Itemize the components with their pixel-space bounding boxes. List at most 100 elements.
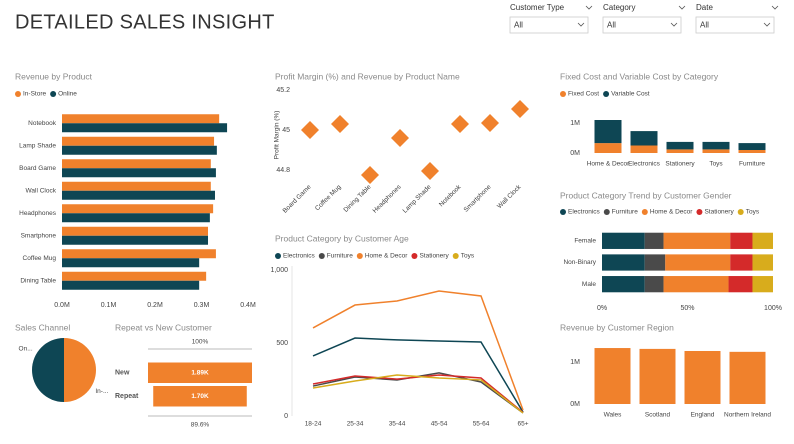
bar	[738, 150, 766, 153]
x-tick-label: 0.3M	[194, 302, 210, 309]
legend-label: Furniture	[327, 253, 353, 260]
legend-label: Home & Decor	[365, 253, 408, 260]
value-label: 1.70K	[191, 393, 209, 400]
legend-swatch	[603, 209, 610, 215]
bar	[62, 114, 220, 124]
bar	[62, 145, 217, 155]
y-tick-label: 1M	[570, 120, 580, 127]
dashboard-title: DETAILED SALES INSIGHT	[15, 11, 275, 33]
bar	[602, 232, 645, 249]
bar	[594, 348, 631, 404]
filter-chevron	[763, 22, 771, 27]
bar	[602, 276, 645, 293]
bar	[62, 226, 209, 236]
bar	[62, 136, 215, 146]
y-tick-label: 44.8	[276, 167, 290, 174]
category-label: Male	[582, 281, 596, 288]
filter-dropdown[interactable]	[602, 16, 682, 34]
bar	[663, 232, 731, 249]
chart-title: Revenue by Customer Region	[560, 322, 674, 332]
legend-swatch	[356, 253, 363, 259]
x-tick-label: 50%	[680, 305, 694, 312]
line	[312, 374, 524, 414]
legend-label: Furniture	[612, 209, 638, 216]
chart-title: Product Category by Customer Age	[275, 233, 409, 243]
bar	[730, 254, 753, 271]
bar	[62, 159, 211, 169]
category-label: Scotland	[645, 412, 671, 419]
filter-value: All	[607, 21, 616, 30]
bar	[665, 254, 731, 271]
filter-label: Category	[603, 3, 635, 12]
value-label: 1.89K	[191, 369, 209, 376]
filter-chevron	[670, 22, 678, 27]
filter-value: All	[700, 21, 709, 30]
legend-swatch	[560, 91, 566, 97]
filter-value: All	[514, 21, 523, 30]
bar	[62, 123, 228, 133]
legend-swatch	[560, 209, 566, 215]
bar	[729, 351, 766, 404]
y-tick-label: 45.2	[276, 87, 290, 94]
bar	[702, 149, 730, 153]
category-label: New	[115, 370, 130, 377]
pie-label: On...	[19, 345, 33, 352]
bar	[62, 280, 200, 290]
category-label: Coffee Mug	[23, 255, 57, 262]
marker	[331, 115, 349, 133]
category-label: Electronics	[628, 161, 661, 168]
legend-label: Variable Cost	[611, 91, 650, 98]
y-tick-label: 1,000	[270, 267, 288, 274]
bar	[728, 276, 753, 293]
funnel-annotation: 100%	[192, 339, 209, 346]
bar	[663, 276, 729, 293]
filter-dropdown[interactable]	[509, 16, 589, 34]
bar	[62, 249, 216, 259]
category-label: England	[691, 412, 715, 419]
marker	[511, 100, 529, 118]
category-label: Notebook	[28, 120, 57, 127]
y-tick-label: 45	[282, 127, 290, 134]
category-label: Headphones	[19, 210, 57, 217]
bar	[62, 258, 200, 268]
marker	[361, 166, 379, 184]
line	[312, 337, 524, 413]
category-label: Dining Table	[20, 277, 56, 284]
bar	[639, 348, 676, 404]
chart-title: Fixed Cost and Variable Cost by Category	[560, 71, 719, 81]
legend-label: Online	[58, 91, 77, 98]
legend-label: Electronics	[568, 209, 601, 216]
filter-label: Date	[696, 3, 713, 12]
x-tick-label: 65+	[517, 421, 528, 428]
y-tick-label: 0	[284, 413, 288, 420]
bar	[594, 120, 622, 144]
category-label: Furniture	[739, 161, 765, 168]
y-axis-title: Profit Margin (%)	[274, 111, 281, 160]
bar	[62, 235, 209, 245]
bar	[752, 232, 773, 249]
x-tick-label: 100%	[764, 305, 782, 312]
bar	[630, 145, 658, 153]
marker	[391, 129, 409, 147]
legend-label: Fixed Cost	[568, 91, 599, 98]
filter-chevron	[577, 22, 585, 27]
bar	[62, 204, 214, 214]
legend-swatch	[411, 253, 418, 259]
legend-swatch	[15, 91, 21, 97]
legend-swatch	[50, 91, 57, 97]
legend-label: Toys	[461, 253, 475, 260]
filter-chevron	[771, 5, 779, 10]
x-tick-label: 0.1M	[101, 302, 117, 309]
chart-title: Sales Channel	[15, 322, 70, 332]
category-label: Lamp Shade	[19, 142, 56, 149]
marker	[301, 121, 319, 139]
bar	[594, 143, 622, 153]
y-tick-label: 1M	[570, 359, 580, 366]
legend-swatch	[452, 253, 459, 259]
x-tick-label: 25-34	[347, 421, 364, 428]
x-tick-label: 55-64	[473, 421, 490, 428]
filter-dropdown[interactable]	[695, 16, 775, 34]
legend-swatch	[275, 253, 281, 259]
category-label: Toys	[709, 161, 723, 168]
